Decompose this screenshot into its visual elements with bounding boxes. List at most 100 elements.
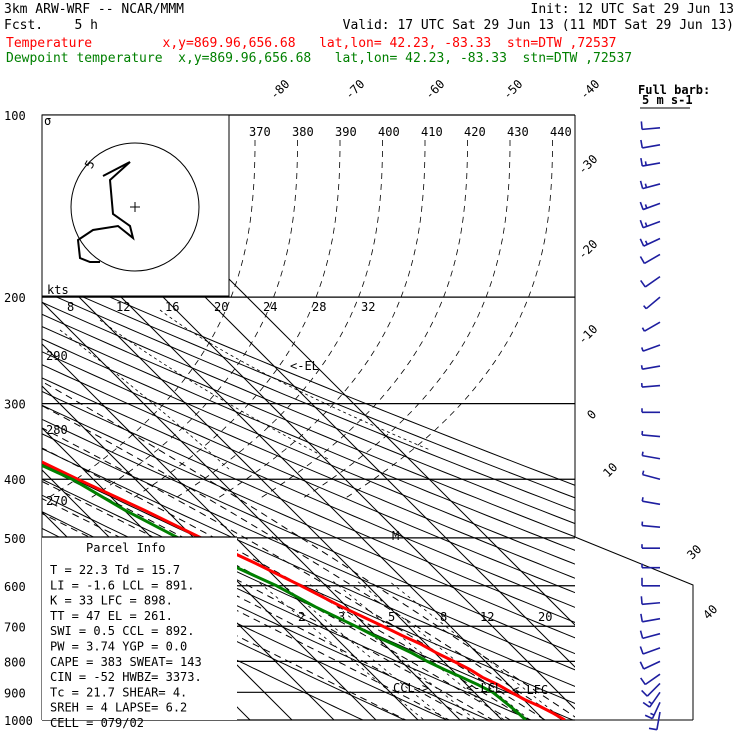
- dry-adiabat-line: [42, 267, 575, 486]
- wind-barb-staff: [642, 632, 661, 640]
- wind-barb-flag: [644, 240, 649, 245]
- wind-barb-staff: [642, 202, 661, 211]
- parcel-info-row: SREH = 4 LAPSE= 6.2: [50, 701, 187, 715]
- wind-barb-flag: [648, 727, 658, 731]
- wind-barb: [641, 451, 661, 460]
- isotherm-label: -60: [422, 77, 447, 102]
- speed-axis-label: 24: [263, 300, 277, 314]
- wind-barb-flag: [641, 327, 646, 332]
- wind-barb-staff: [645, 296, 661, 310]
- wind-barb-staff: [642, 344, 661, 352]
- dry-adiabat-line: [42, 448, 575, 687]
- wind-barb-flag: [644, 222, 648, 227]
- theta-e-label: 370: [249, 125, 271, 139]
- wind-barb-staff: [644, 253, 661, 265]
- wind-barb: [641, 497, 661, 506]
- wind-barb-flag: [644, 204, 648, 209]
- speed-axis-label: 32: [361, 300, 375, 314]
- parcel-info-row: CELL = 079/02: [50, 716, 144, 730]
- theta-label: 270: [46, 494, 68, 508]
- wind-barb: [639, 660, 661, 670]
- forecast-hour: Fcst. 5 h: [4, 18, 98, 33]
- wind-barb-staff: [643, 237, 661, 247]
- dry-adiabat-line: [42, 364, 575, 594]
- wind-barb-staff: [641, 127, 661, 131]
- wind-barb-flag: [639, 201, 644, 210]
- moist-adiabat-line: [42, 447, 529, 720]
- pressure-label: 400: [4, 473, 26, 487]
- wind-barb-flag: [640, 596, 643, 605]
- dry-adiabat-line: [42, 290, 575, 512]
- wind-barb-staff: [649, 691, 661, 708]
- wind-barb-flag: [644, 714, 653, 720]
- dry-adiabat-line: [42, 404, 575, 639]
- wind-barb-flag: [639, 256, 646, 264]
- wind-barb-staff: [642, 162, 661, 167]
- parcel-info-row: PW = 3.74 YGP = 0.0: [50, 640, 187, 654]
- theta-e-label: 410: [421, 125, 443, 139]
- sigma-label: σ: [44, 114, 51, 128]
- model-title: 3km ARW-WRF -- NCAR/MMM: [4, 2, 185, 17]
- wind-barb-staff: [644, 321, 661, 332]
- wind-barb-staff: [646, 682, 661, 697]
- parcel-info-row: Tc = 21.7 SHEAR= 4.: [50, 685, 187, 699]
- wind-barb: [639, 219, 661, 229]
- wind-barb: [641, 577, 660, 587]
- mixing-ratio-line: [278, 581, 447, 720]
- wind-barb-flag: [641, 470, 645, 475]
- wind-barb-staff: [642, 143, 661, 149]
- hodograph-trace: [76, 161, 135, 263]
- wind-barb: [639, 646, 661, 655]
- wind-barb-flag: [640, 158, 644, 167]
- wind-barb: [643, 296, 661, 310]
- wind-barb: [639, 201, 661, 211]
- theta-e-label: 440: [550, 125, 572, 139]
- wind-barb: [641, 521, 661, 528]
- mixing-ratio-label: 2: [298, 610, 305, 624]
- parcel-info-row: LI = -1.6 LCL = 891.: [50, 578, 195, 592]
- dry-adiabat-line: [42, 351, 575, 579]
- dewpoint-profile: [42, 463, 527, 720]
- wind-barb-flag: [640, 365, 644, 370]
- wind-barb: [641, 682, 661, 697]
- level-marker: CCL->: [393, 681, 429, 695]
- wind-barb-flag: [640, 139, 644, 149]
- speed-axis-label: 20: [214, 300, 228, 314]
- wind-barb-staff: [642, 500, 661, 506]
- parcel-info-title: Parcel Info: [86, 541, 165, 555]
- dry-adiabat-line: [42, 377, 575, 608]
- theta-e-line: [44, 140, 256, 501]
- dewpoint-legend: Dewpoint temperature x,y=869.96,656.68 l…: [6, 51, 633, 66]
- wind-barb-flag: [643, 305, 647, 310]
- moist-adiabat-line: [42, 427, 547, 720]
- wind-barb: [644, 702, 661, 720]
- hodograph-ring: [70, 142, 200, 272]
- mixing-ratio-label: 12: [480, 610, 494, 624]
- wind-barb-flag: [644, 161, 647, 166]
- parcel-info-row: SWI = 0.5 CCL = 892.: [50, 624, 195, 638]
- valid-time: Valid: 17 UTC Sat 29 Jun 13 (11 MDT Sat …: [342, 18, 734, 33]
- isotherm-label: 30: [684, 542, 704, 562]
- wind-key-value: 5 m s-1: [642, 93, 693, 107]
- wind-barb: [648, 711, 661, 731]
- wind-barb-flag: [648, 700, 653, 705]
- wind-barb: [640, 275, 661, 288]
- wind-barb: [640, 596, 661, 606]
- wind-barb: [641, 321, 661, 332]
- pressure-label: 500: [4, 532, 26, 546]
- theta-e-line: [129, 140, 341, 501]
- pressure-label: 100: [4, 109, 26, 123]
- mixing-ratio-label: 20: [538, 610, 552, 624]
- dry-adiabat-line: [42, 313, 575, 538]
- wind-barb-staff: [641, 524, 661, 528]
- wind-barb: [639, 253, 661, 265]
- dry-adiabat-line: [42, 418, 575, 655]
- init-time: Init: 12 UTC Sat 29 Jun 13: [530, 2, 735, 17]
- wind-barb-staff: [642, 647, 661, 655]
- temperature-legend: Temperature x,y=869.96,656.68 lat,lon= 4…: [6, 36, 617, 51]
- wind-barb-flag: [640, 347, 644, 352]
- parcel-info-row: K = 33 LFC = 898.: [50, 594, 173, 608]
- wind-barb: [641, 470, 661, 481]
- wind-barb: [640, 121, 661, 131]
